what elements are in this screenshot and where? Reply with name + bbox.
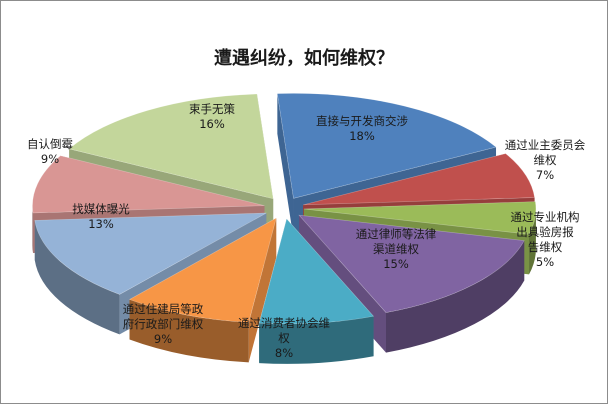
slice-label-6: 通过住建局等政府行政部门维权 (123, 302, 204, 331)
slice-percent-5: 8% (275, 346, 293, 360)
slice-percent-3: 5% (536, 255, 554, 269)
slice-percent-8: 9% (41, 152, 59, 166)
slice-percent-4: 15% (383, 257, 409, 271)
slice-percent-1: 18% (349, 129, 375, 143)
slice-label-3: 通过专业机构出具验房报告维权 (511, 210, 580, 254)
slice-label-8: 自认倒霉 (27, 137, 73, 151)
chart-title: 遭遇纠纷，如何维权？ (214, 48, 394, 69)
slice-label-7: 找媒体曝光 (72, 202, 130, 216)
slice-percent-7: 13% (88, 217, 114, 231)
slice-label-2: 通过业主委员会维权 (505, 138, 586, 167)
pie-slice-6 (128, 217, 277, 363)
pie-slice-5 (258, 218, 375, 364)
slice-label-4: 通过律师等法律渠道维权 (356, 227, 437, 256)
slice-percent-2: 7% (536, 168, 554, 182)
slice-percent-9: 16% (199, 117, 225, 131)
slice-label-9: 束手无策 (189, 102, 235, 116)
slice-percent-6: 9% (154, 332, 172, 346)
slice-label-5: 通过消费者协会维权 (238, 316, 330, 345)
slice-label-1: 直接与开发商交涉 (316, 114, 408, 128)
